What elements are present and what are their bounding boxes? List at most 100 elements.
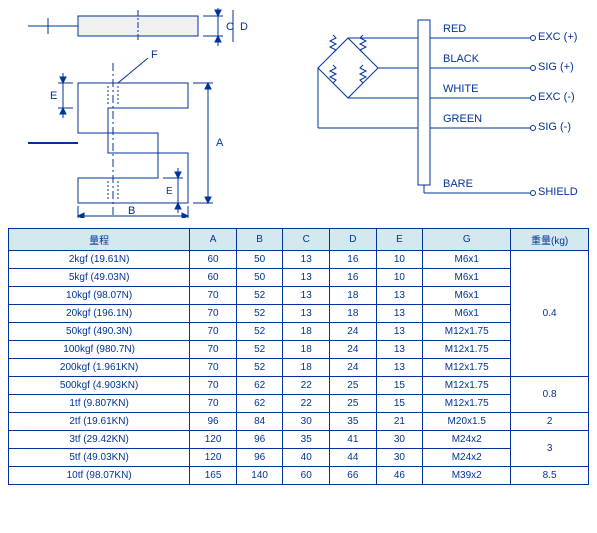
cell-C: 13 bbox=[283, 251, 330, 269]
cell-range: 20kgf (196.1N) bbox=[9, 305, 190, 323]
cell-weight: 0.8 bbox=[511, 377, 589, 413]
cell-A: 96 bbox=[190, 413, 237, 431]
cell-D: 16 bbox=[330, 251, 377, 269]
cell-A: 60 bbox=[190, 269, 237, 287]
cell-D: 24 bbox=[330, 341, 377, 359]
cell-D: 44 bbox=[330, 449, 377, 467]
cell-range: 200kgf (1.961KN) bbox=[9, 359, 190, 377]
cell-G: M12x1.75 bbox=[423, 323, 511, 341]
cell-D: 18 bbox=[330, 305, 377, 323]
cell-A: 70 bbox=[190, 305, 237, 323]
cell-C: 18 bbox=[283, 323, 330, 341]
table-row: 200kgf (1.961KN)7052182413M12x1.75 bbox=[9, 359, 589, 377]
cell-C: 18 bbox=[283, 359, 330, 377]
cell-B: 84 bbox=[236, 413, 283, 431]
cell-A: 165 bbox=[190, 467, 237, 485]
col-d: D bbox=[330, 229, 377, 251]
cell-E: 13 bbox=[376, 341, 423, 359]
cell-G: M6x1 bbox=[423, 287, 511, 305]
cell-D: 41 bbox=[330, 431, 377, 449]
wire-signal-label: EXC (+) bbox=[538, 31, 577, 43]
cell-D: 24 bbox=[330, 359, 377, 377]
cell-B: 52 bbox=[236, 305, 283, 323]
wire-color-label: WHITE bbox=[443, 83, 478, 95]
table-row: 500kgf (4.903KN)7062222515M12x1.750.8 bbox=[9, 377, 589, 395]
cell-A: 70 bbox=[190, 395, 237, 413]
cell-G: M20x1.5 bbox=[423, 413, 511, 431]
cell-E: 10 bbox=[376, 251, 423, 269]
cell-D: 35 bbox=[330, 413, 377, 431]
cell-G: M12x1.75 bbox=[423, 341, 511, 359]
col-g: G bbox=[423, 229, 511, 251]
col-b: B bbox=[236, 229, 283, 251]
cell-C: 18 bbox=[283, 341, 330, 359]
cell-B: 140 bbox=[236, 467, 283, 485]
cell-weight: 8.5 bbox=[511, 467, 589, 485]
spec-table: 量程 A B C D E G 重量(kg) 2kgf (19.61N)60501… bbox=[8, 228, 589, 485]
cell-C: 35 bbox=[283, 431, 330, 449]
cell-E: 30 bbox=[376, 431, 423, 449]
table-row: 5tf (49.03KN)12096404430M24x2 bbox=[9, 449, 589, 467]
cell-weight: 3 bbox=[511, 431, 589, 467]
col-c: C bbox=[283, 229, 330, 251]
cell-G: M24x2 bbox=[423, 431, 511, 449]
mechanical-drawing: C D F bbox=[8, 8, 268, 218]
wire-color-label: BLACK bbox=[443, 53, 479, 65]
cell-E: 10 bbox=[376, 269, 423, 287]
wiring-diagram: REDEXC (+)BLACKSIG (+)WHITEEXC (-)GREENS… bbox=[288, 8, 578, 208]
col-range: 量程 bbox=[9, 229, 190, 251]
cell-D: 24 bbox=[330, 323, 377, 341]
col-weight: 重量(kg) bbox=[511, 229, 589, 251]
cell-A: 120 bbox=[190, 431, 237, 449]
table-row: 50kgf (490.3N)7052182413M12x1.75 bbox=[9, 323, 589, 341]
cell-E: 13 bbox=[376, 287, 423, 305]
cell-A: 60 bbox=[190, 251, 237, 269]
svg-text:A: A bbox=[216, 137, 224, 149]
cell-B: 52 bbox=[236, 287, 283, 305]
cell-E: 15 bbox=[376, 395, 423, 413]
cell-range: 2kgf (19.61N) bbox=[9, 251, 190, 269]
cell-E: 46 bbox=[376, 467, 423, 485]
cell-A: 70 bbox=[190, 341, 237, 359]
cell-A: 70 bbox=[190, 359, 237, 377]
cell-B: 50 bbox=[236, 269, 283, 287]
cell-range: 5kgf (49.03N) bbox=[9, 269, 190, 287]
cell-D: 18 bbox=[330, 287, 377, 305]
cell-C: 13 bbox=[283, 305, 330, 323]
cell-G: M39x2 bbox=[423, 467, 511, 485]
svg-text:B: B bbox=[128, 205, 135, 217]
wire-signal-label: SHIELD bbox=[538, 186, 578, 198]
cell-range: 5tf (49.03KN) bbox=[9, 449, 190, 467]
cell-range: 2tf (19.61KN) bbox=[9, 413, 190, 431]
cell-B: 96 bbox=[236, 431, 283, 449]
svg-text:E: E bbox=[50, 90, 57, 102]
cell-C: 40 bbox=[283, 449, 330, 467]
cell-G: M6x1 bbox=[423, 251, 511, 269]
table-row: 10kgf (98.07N)7052131813M6x1 bbox=[9, 287, 589, 305]
table-row: 2kgf (19.61N)6050131610M6x10.4 bbox=[9, 251, 589, 269]
cell-A: 70 bbox=[190, 287, 237, 305]
cell-B: 52 bbox=[236, 359, 283, 377]
cell-B: 62 bbox=[236, 395, 283, 413]
cell-range: 10tf (98.07KN) bbox=[9, 467, 190, 485]
cell-weight: 2 bbox=[511, 413, 589, 431]
wire-signal-label: EXC (-) bbox=[538, 91, 575, 103]
cell-E: 13 bbox=[376, 359, 423, 377]
cell-C: 22 bbox=[283, 377, 330, 395]
cell-B: 52 bbox=[236, 341, 283, 359]
cell-G: M12x1.75 bbox=[423, 395, 511, 413]
cell-C: 13 bbox=[283, 287, 330, 305]
cell-G: M6x1 bbox=[423, 269, 511, 287]
cell-range: 500kgf (4.903KN) bbox=[9, 377, 190, 395]
cell-range: 1tf (9.807KN) bbox=[9, 395, 190, 413]
cell-E: 21 bbox=[376, 413, 423, 431]
cell-D: 25 bbox=[330, 395, 377, 413]
cell-B: 50 bbox=[236, 251, 283, 269]
svg-text:E: E bbox=[166, 186, 173, 197]
table-row: 10tf (98.07KN)165140606646M39x28.5 bbox=[9, 467, 589, 485]
cell-G: M12x1.75 bbox=[423, 377, 511, 395]
cell-D: 25 bbox=[330, 377, 377, 395]
svg-text:F: F bbox=[151, 49, 158, 61]
col-e: E bbox=[376, 229, 423, 251]
cell-G: M24x2 bbox=[423, 449, 511, 467]
